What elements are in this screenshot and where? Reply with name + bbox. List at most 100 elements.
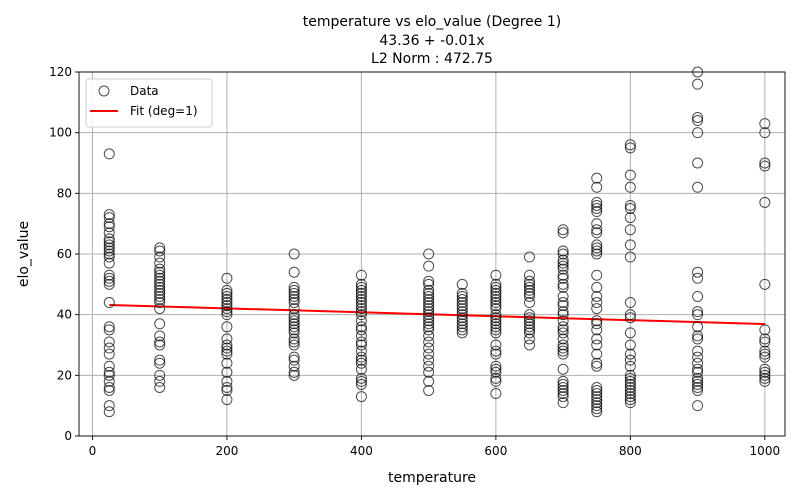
data-point: [355, 351, 367, 363]
data-point: [557, 227, 569, 239]
data-point: [355, 339, 367, 351]
data-point: [557, 324, 569, 336]
data-point: [557, 381, 569, 393]
data-point: [591, 406, 603, 418]
data-point: [523, 281, 535, 293]
data-point: [624, 309, 636, 321]
data-point: [355, 284, 367, 296]
data-point: [103, 369, 115, 381]
data-point: [355, 321, 367, 333]
data-point: [355, 391, 367, 403]
data-point: [624, 397, 636, 409]
data-point: [692, 363, 704, 375]
data-point: [154, 242, 166, 254]
data-point: [288, 369, 300, 381]
data-point: [523, 269, 535, 281]
data-point: [692, 115, 704, 127]
data-point: [692, 306, 704, 318]
data-point: [154, 375, 166, 387]
data-point: [355, 345, 367, 357]
data-point: [103, 209, 115, 221]
data-point: [103, 239, 115, 251]
data-point: [456, 321, 468, 333]
data-point: [355, 290, 367, 302]
data-point: [423, 354, 435, 366]
data-point: [624, 348, 636, 360]
data-point: [624, 381, 636, 393]
data-point: [103, 227, 115, 239]
data-point: [456, 303, 468, 315]
data-point: [154, 381, 166, 393]
data-point: [557, 333, 569, 345]
data-point: [591, 403, 603, 415]
data-point: [103, 385, 115, 396]
data-point: [355, 269, 367, 281]
data-point: [557, 306, 569, 318]
data-point: [288, 290, 300, 302]
data-point: [624, 312, 636, 324]
data-point: [759, 348, 771, 360]
data-point: [523, 339, 535, 351]
data-point: [759, 375, 771, 387]
data-point: [692, 378, 704, 390]
data-point: [591, 315, 603, 327]
data-point: [591, 224, 603, 236]
data-point: [103, 406, 115, 418]
data-point: [423, 342, 435, 354]
data-point: [490, 360, 502, 372]
data-point: [355, 303, 367, 315]
data-point: [423, 324, 435, 336]
legend-box: [85, 78, 213, 128]
data-point: [154, 269, 166, 281]
x-tick-label: 1000: [750, 444, 781, 458]
data-point: [355, 281, 367, 293]
data-point: [423, 375, 435, 387]
data-point: [490, 281, 502, 293]
data-point: [423, 366, 435, 378]
data-point: [154, 245, 166, 257]
data-point: [624, 327, 636, 339]
data-point: [624, 354, 636, 366]
data-point: [692, 157, 704, 169]
data-point: [103, 348, 115, 360]
data-point: [423, 303, 435, 315]
data-point: [692, 272, 704, 284]
data-point: [557, 297, 569, 309]
data-point: [456, 327, 468, 339]
data-point: [490, 375, 502, 387]
data-point: [221, 284, 233, 296]
data-point: [624, 203, 636, 214]
data-point: [288, 366, 300, 378]
data-point: [523, 309, 535, 321]
data-point: [490, 366, 502, 378]
data-point: [490, 321, 502, 333]
data-point: [355, 336, 367, 348]
data-point: [423, 330, 435, 342]
data-point: [557, 263, 569, 275]
data-point: [221, 348, 233, 360]
data-point: [288, 284, 300, 296]
data-point: [624, 372, 636, 384]
data-point: [591, 281, 603, 293]
data-point: [423, 248, 435, 260]
data-point: [423, 300, 435, 312]
y-tick-label: 120: [49, 65, 72, 79]
data-point: [523, 312, 535, 324]
data-point: [557, 321, 569, 333]
data-points: [103, 66, 771, 418]
data-point: [624, 385, 636, 396]
data-point: [103, 233, 115, 245]
data-point: [288, 336, 300, 348]
data-point: [759, 118, 771, 130]
data-point: [288, 324, 300, 336]
data-point: [523, 315, 535, 327]
data-point: [591, 394, 603, 406]
data-point: [591, 203, 603, 214]
data-point: [490, 318, 502, 330]
data-point: [423, 284, 435, 296]
legend-data-marker-icon: [98, 85, 110, 97]
data-point: [624, 375, 636, 387]
data-point: [355, 287, 367, 299]
x-tick-label: 400: [350, 444, 373, 458]
